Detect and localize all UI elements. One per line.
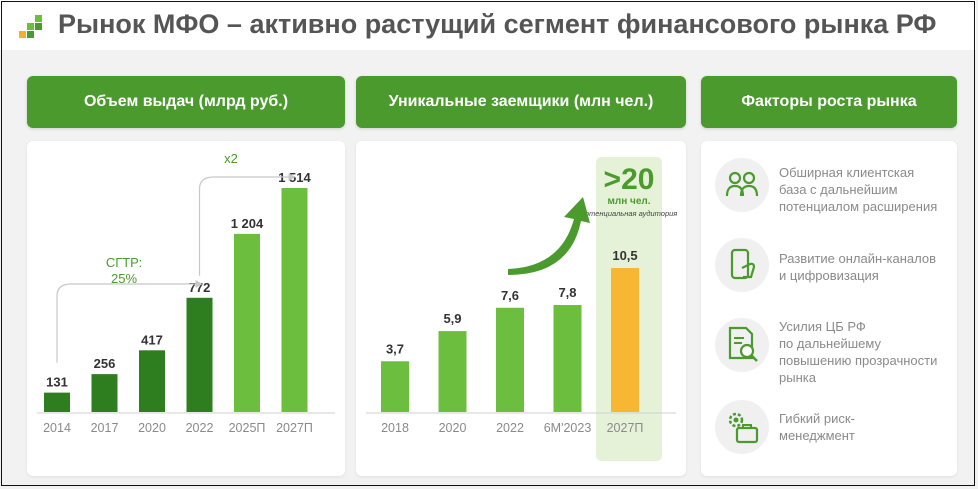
- tick-label: 2018: [381, 421, 409, 435]
- bar: [91, 374, 118, 412]
- factor-text: Усилия ЦБ РФ по дальнейшему повышению пр…: [779, 319, 938, 385]
- people-icon: [715, 158, 769, 212]
- value-label: 3,7: [386, 341, 404, 356]
- cagr-label: СГТР:: [106, 255, 142, 270]
- highlight-value: >20: [604, 163, 655, 196]
- panel-header-factors: Факторы роста рынка: [701, 76, 957, 128]
- factor-text: Обширная клиентская база с дальнейшим по…: [779, 165, 938, 214]
- bar: [139, 350, 165, 412]
- logo-icon: [19, 15, 42, 38]
- growth-label: x2: [224, 151, 238, 166]
- bar: [186, 297, 213, 412]
- tick-label: 6М'2023: [544, 421, 592, 435]
- tick-label: 2020: [138, 421, 166, 435]
- bar: [438, 331, 467, 412]
- borrowers-panel: >20 млн чел. потенциальная аудитория 3,7 201…: [356, 141, 686, 476]
- bar: [496, 307, 524, 412]
- tick-label: 2027П: [607, 421, 644, 435]
- bar: [381, 361, 409, 412]
- volume-panel: 131 2014 256 2017 417 2020 772 2022 1 204 2025П 1 …: [27, 141, 345, 476]
- bar: [281, 188, 308, 412]
- tick-label: 2017: [91, 421, 119, 435]
- title-bar: Рынок МФО – активно растущий сегмент фин…: [0, 0, 976, 50]
- value-label: 417: [141, 332, 163, 347]
- panel-header-borrowers: Уникальные заемщики (млн чел.): [356, 76, 686, 128]
- highlight-unit: млн чел.: [607, 196, 650, 207]
- page-title: Рынок МФО – активно растущий сегмент фин…: [58, 9, 937, 39]
- bar: [553, 305, 582, 412]
- gear-briefcase-icon: [715, 400, 769, 454]
- value-label: 256: [94, 356, 116, 371]
- tick-label: 2025П: [229, 421, 266, 435]
- cagr-arrow: [56, 283, 196, 363]
- bar: [611, 268, 639, 412]
- factor-text: Гибкий риск- менеджмент: [779, 411, 855, 443]
- document-search-icon: [715, 318, 769, 372]
- bar: [44, 392, 70, 412]
- growth-arrowhead: [288, 173, 296, 181]
- highlight-note: потенциальная аудитория: [581, 209, 678, 218]
- tick-label: 2022: [496, 421, 524, 435]
- value-label: 5,9: [443, 311, 461, 326]
- bar: [234, 233, 260, 412]
- value-label: 131: [46, 375, 68, 390]
- cagr-arrowhead: [195, 280, 203, 288]
- growth-arrow: [508, 197, 590, 275]
- cagr-value: 25%: [111, 271, 137, 286]
- factor-text: Развитие онлайн-каналов и цифровизация: [779, 251, 936, 283]
- phone-hand-icon: [715, 238, 769, 292]
- value-label: 7,8: [558, 285, 576, 300]
- value-label: 1 514: [278, 170, 311, 185]
- tick-label: 2020: [439, 421, 467, 435]
- value-label: 7,6: [501, 288, 519, 303]
- panel-header-volume: Объем выдач (млрд руб.): [27, 76, 345, 128]
- tick-label: 2027П: [276, 421, 313, 435]
- growth-arrow: [198, 176, 289, 276]
- tick-label: 2014: [43, 421, 71, 435]
- value-label: 1 204: [231, 216, 264, 231]
- value-label: 10,5: [612, 248, 637, 263]
- tick-label: 2022: [186, 421, 214, 435]
